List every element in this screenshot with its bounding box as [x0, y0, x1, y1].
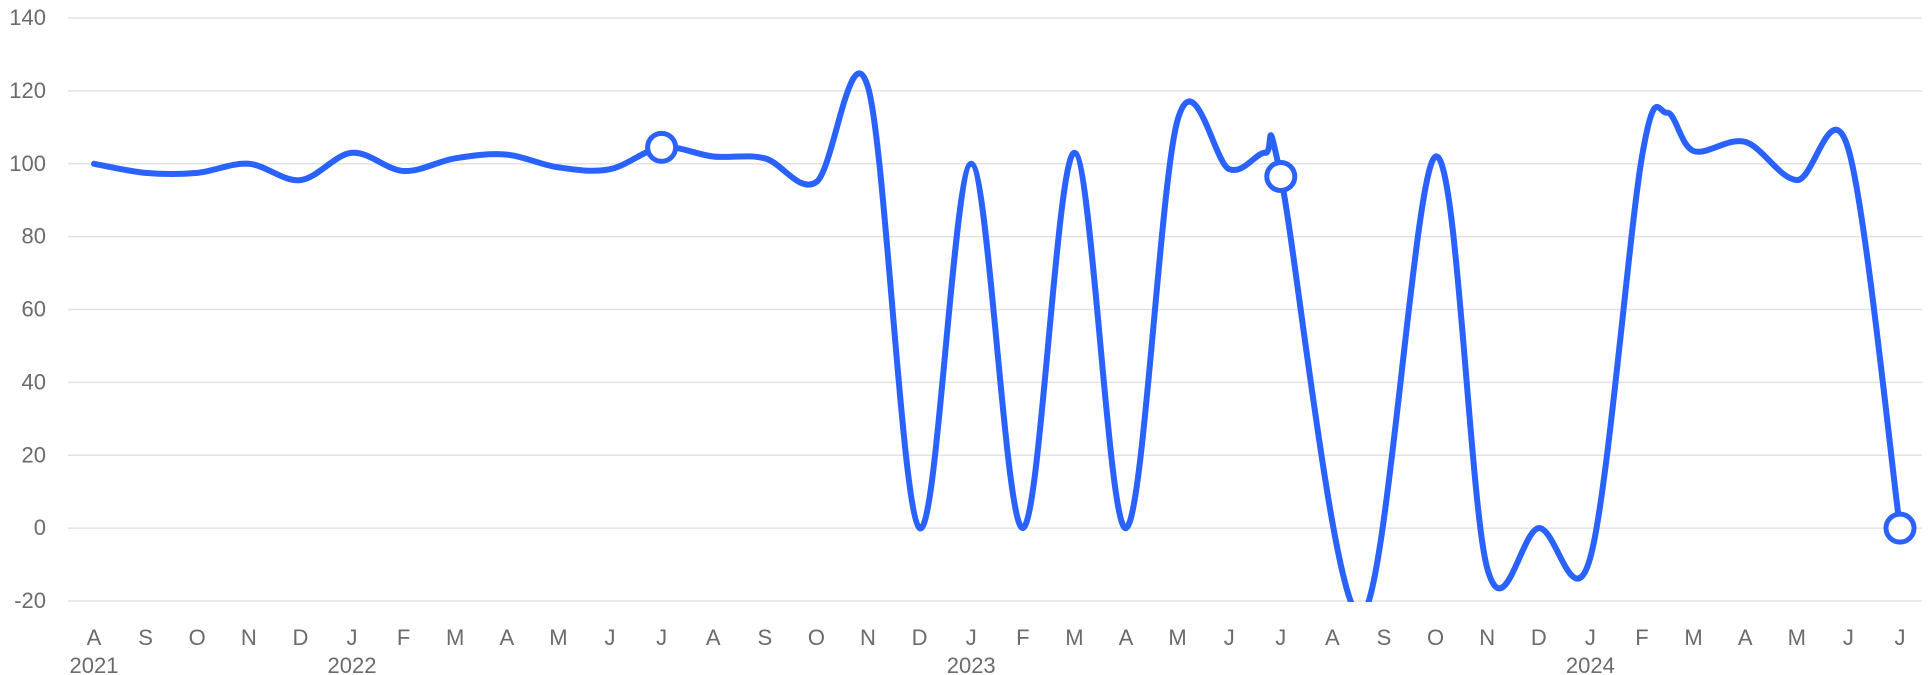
x-tick-label: M: [1065, 625, 1083, 650]
y-tick-label: 60: [22, 297, 46, 322]
x-tick-label: A: [87, 625, 102, 650]
x-tick-label: S: [757, 625, 772, 650]
y-axis: -20 0 20 40 60 80 100 120 140: [9, 5, 46, 613]
x-tick-label: O: [189, 625, 206, 650]
x-tick-label: J: [656, 625, 667, 650]
x-tick-label: J: [1275, 625, 1286, 650]
x-tick-label: A: [1119, 625, 1134, 650]
y-tick-label: 80: [22, 224, 46, 249]
x-tick-label: S: [138, 625, 153, 650]
x-tick-label: D: [292, 625, 308, 650]
x-tick-label: F: [1016, 625, 1029, 650]
y-tick-label: 120: [9, 78, 46, 103]
x-tick-label: J: [1895, 625, 1906, 650]
x-tick-label: D: [1531, 625, 1547, 650]
x-tick-label: N: [241, 625, 257, 650]
markers: [645, 130, 1917, 545]
x-tick-label: M: [1684, 625, 1702, 650]
x-tick-label: A: [1738, 625, 1753, 650]
x-tick-label: M: [1168, 625, 1186, 650]
x-tick-label: A: [499, 625, 514, 650]
x-tick-label: O: [1427, 625, 1444, 650]
x-tick-label: J: [1585, 625, 1596, 650]
x-year-label: 2023: [947, 653, 996, 675]
x-tick-label: J: [966, 625, 977, 650]
y-tick-label: 40: [22, 369, 46, 394]
y-tick-label: 100: [9, 151, 46, 176]
x-tick-label: O: [808, 625, 825, 650]
x-tick-label: J: [1224, 625, 1235, 650]
x-tick-label: A: [1325, 625, 1340, 650]
x-tick-label: J: [347, 625, 358, 650]
x-tick-label: N: [1479, 625, 1495, 650]
x-tick-label: S: [1377, 625, 1392, 650]
y-tick-label: -20: [14, 588, 46, 613]
y-tick-label: 140: [9, 5, 46, 30]
x-tick-label: F: [1635, 625, 1648, 650]
x-axis: A S O N D J F M A M J J A S O N D J F M A M J J A S O N D J F M A M J J 2021…: [70, 625, 1906, 675]
x-year-label: 2022: [328, 653, 377, 675]
x-tick-label: M: [446, 625, 464, 650]
x-tick-label: F: [397, 625, 410, 650]
x-tick-label: M: [1788, 625, 1806, 650]
y-tick-label: 0: [34, 515, 46, 540]
x-tick-label: M: [549, 625, 567, 650]
data-point-marker[interactable]: [1264, 160, 1298, 194]
y-tick-label: 20: [22, 442, 46, 467]
x-tick-label: J: [605, 625, 616, 650]
x-tick-label: D: [912, 625, 928, 650]
x-tick-label: J: [1843, 625, 1854, 650]
data-point-marker[interactable]: [1883, 511, 1917, 545]
x-tick-label: A: [706, 625, 721, 650]
data-point-marker[interactable]: [645, 130, 679, 164]
series-line: [91, 70, 1903, 602]
x-tick-label: N: [860, 625, 876, 650]
x-year-label: 2021: [70, 653, 119, 675]
series-layer: [91, 70, 1903, 602]
x-year-label: 2024: [1566, 653, 1615, 675]
